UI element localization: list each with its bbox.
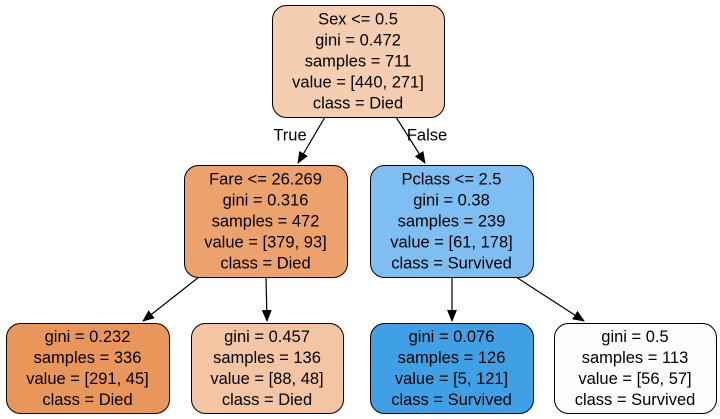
node-text-line: value = [5, 121] <box>395 370 508 388</box>
node-text-line: samples = 126 <box>398 349 506 367</box>
node-text-line: gini = 0.457 <box>224 328 310 346</box>
edge-n0-n1: True <box>273 116 326 164</box>
node-text-line: class = Survived <box>391 254 512 272</box>
node-text-line: value = [56, 57] <box>578 370 691 388</box>
tree-node-n3: gini = 0.232 samples = 336 value = [291, 4… <box>6 323 170 414</box>
node-text-line: class = Survived <box>575 391 696 409</box>
node-text-line: Fare <= 26.269 <box>209 170 322 188</box>
tree-node-n5: gini = 0.076 samples = 126 value = [5, 121… <box>370 323 534 414</box>
tree-node-n0: Sex <= 0.5 gini = 0.472 samples = 711 value… <box>272 5 445 118</box>
node-text-line: gini = 0.5 <box>601 328 668 346</box>
node-text-line: samples = 136 <box>213 349 321 367</box>
node-text-line: value = [61, 178] <box>390 233 512 251</box>
edges-layer: True False <box>142 116 585 322</box>
node-text-line: class = Died <box>42 391 132 409</box>
node-text-line: class = Died <box>220 254 310 272</box>
nodes-layer: Sex <= 0.5 gini = 0.472 samples = 711 value… <box>6 5 717 414</box>
node-text-line: gini = 0.38 <box>413 191 490 209</box>
node-box <box>272 5 445 118</box>
tree-node-n2: Pclass <= 2.5 gini = 0.38 samples = 239 val… <box>370 165 534 278</box>
edge-n2-n6 <box>515 276 585 322</box>
node-box <box>370 165 534 278</box>
edge-label-true: True <box>273 126 306 144</box>
edge-arrow <box>142 276 200 322</box>
node-box <box>6 323 170 414</box>
node-box <box>191 323 344 414</box>
node-text-line: value = [88, 48] <box>210 370 323 388</box>
node-box <box>554 323 717 414</box>
edge-n1-n3 <box>142 276 200 322</box>
node-text-line: value = [379, 93] <box>204 233 326 251</box>
node-box <box>184 165 348 278</box>
edge-arrow <box>261 276 272 322</box>
node-text-line: samples = 472 <box>212 212 320 230</box>
node-text-line: class = Died <box>313 94 403 112</box>
node-text-line: gini = 0.316 <box>223 191 309 209</box>
node-text-line: Pclass <= 2.5 <box>402 170 502 188</box>
node-text-line: gini = 0.232 <box>45 328 131 346</box>
tree-node-n4: gini = 0.457 samples = 136 value = [88, 48… <box>191 323 344 414</box>
node-text-line: value = [291, 45] <box>26 370 148 388</box>
edge-label-false: False <box>407 126 447 144</box>
node-text-line: gini = 0.472 <box>315 31 401 49</box>
node-box <box>370 323 534 414</box>
edge-n0-n2: False <box>395 116 447 164</box>
node-text-line: value = [440, 271] <box>292 73 424 91</box>
node-text-line: samples = 336 <box>34 349 142 367</box>
node-text-line: samples = 113 <box>582 349 689 367</box>
edge-arrow <box>297 116 326 164</box>
node-text-line: samples = 711 <box>305 52 412 70</box>
tree-node-n1: Fare <= 26.269 gini = 0.316 samples = 472 v… <box>184 165 348 278</box>
edge-n1-n4 <box>261 276 272 322</box>
edge-arrow <box>395 116 426 164</box>
node-text-line: samples = 239 <box>398 212 506 230</box>
node-text-line: gini = 0.076 <box>409 328 495 346</box>
node-text-line: class = Died <box>222 391 312 409</box>
node-text-line: Sex <= 0.5 <box>318 10 398 28</box>
edge-arrow <box>515 276 585 322</box>
node-text-line: class = Survived <box>391 391 512 409</box>
tree-node-n6: gini = 0.5 samples = 113 value = [56, 57] c… <box>554 323 717 414</box>
